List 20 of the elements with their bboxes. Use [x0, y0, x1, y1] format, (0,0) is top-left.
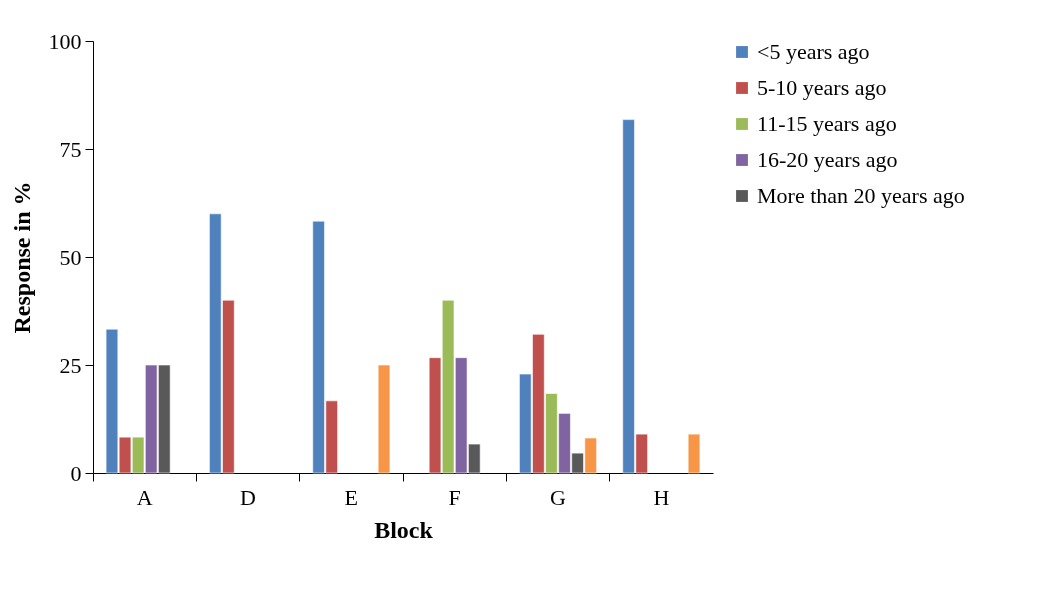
y-axis-title: Response in %: [8, 181, 35, 334]
x-tick-label: G: [550, 484, 567, 510]
legend-label: 5-10 years ago: [757, 75, 887, 100]
legend-label: 11-15 years ago: [757, 111, 897, 136]
legend-label: More than 20 years ago: [757, 183, 965, 208]
bar: [687, 433, 701, 474]
y-tick-label: 50: [59, 244, 82, 270]
y-tick-label: 75: [59, 136, 82, 162]
y-tick-label: 25: [59, 352, 82, 378]
legend-label: <5 years ago: [757, 39, 870, 64]
y-tick-label: 0: [70, 460, 82, 486]
x-tick-label: H: [653, 484, 670, 510]
bar: [377, 364, 391, 474]
x-tick-label: A: [136, 484, 153, 510]
x-tick-label: F: [448, 484, 461, 510]
legend-label: 16-20 years ago: [757, 147, 898, 172]
x-axis-title: Block: [374, 516, 434, 543]
x-tick-label: D: [240, 484, 256, 510]
x-tick-label: E: [344, 484, 359, 510]
y-tick-label: 100: [48, 28, 82, 54]
